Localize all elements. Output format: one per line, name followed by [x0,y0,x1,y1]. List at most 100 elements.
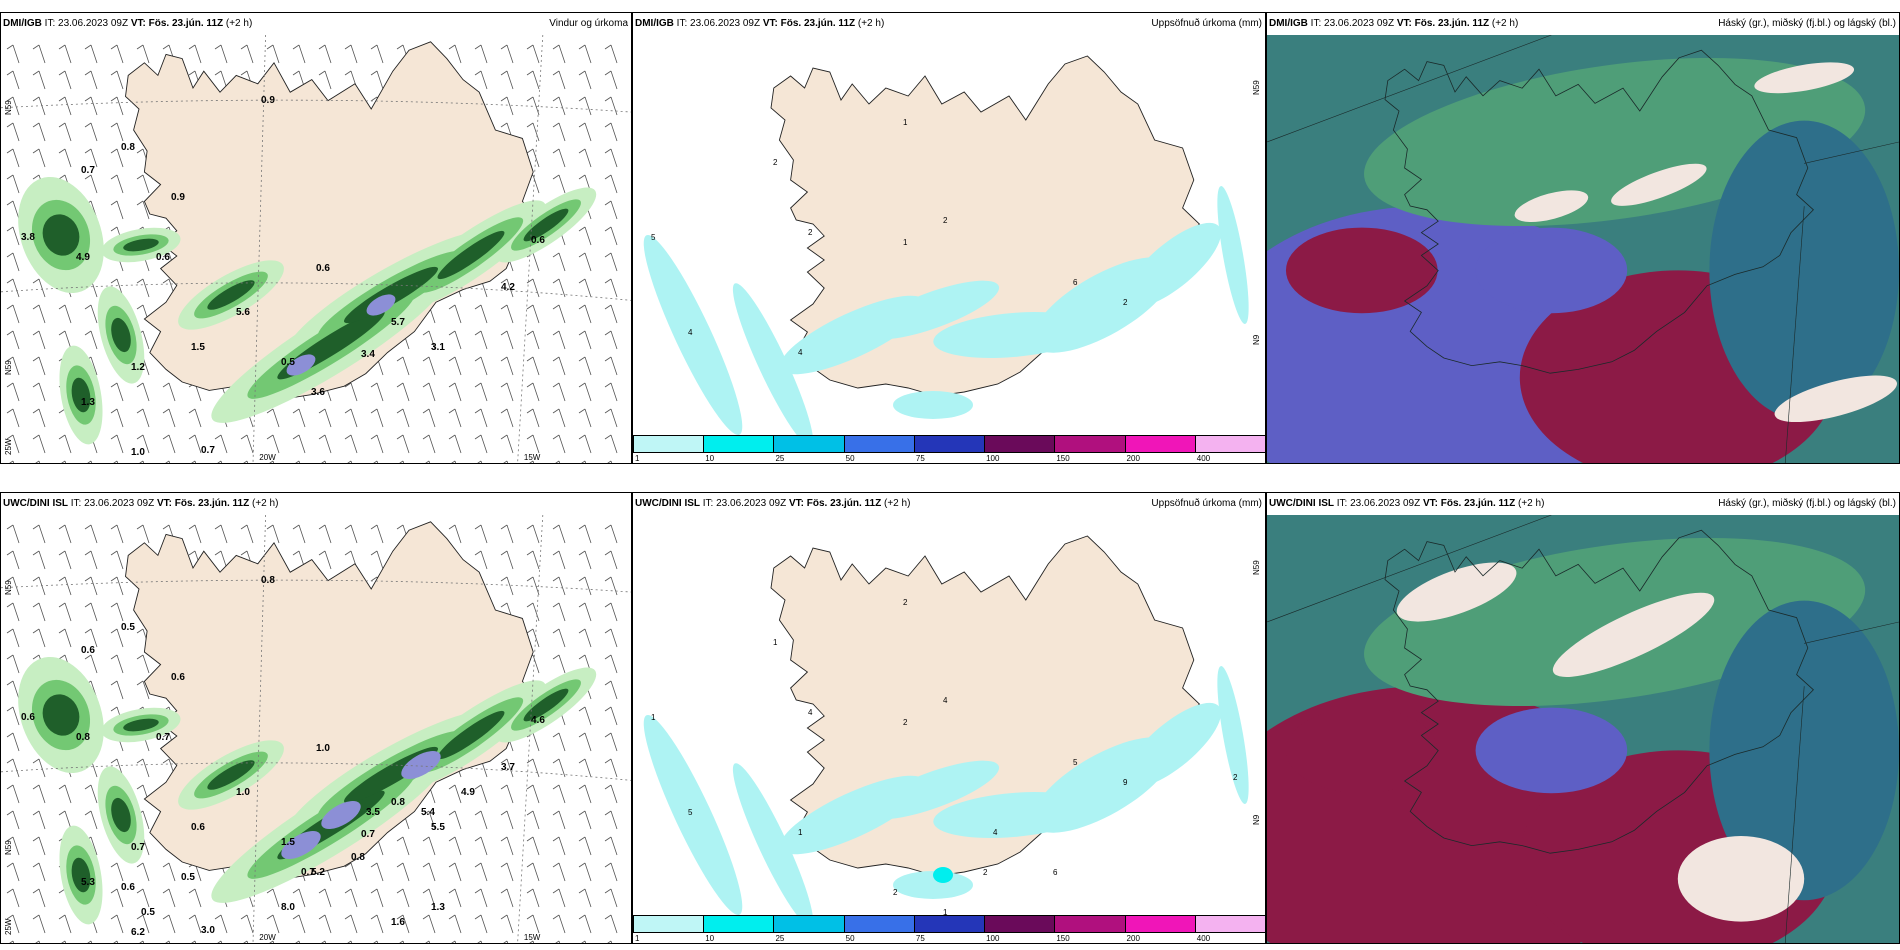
wind-barb [188,888,202,908]
wind-barb [6,200,20,220]
wind-barb [529,460,535,463]
wind-barb [136,524,150,544]
wind-barb [604,174,618,194]
precip-value-label: 1.5 [191,342,205,353]
wind-barb [581,460,587,463]
wind-barb [58,914,72,934]
panel-title: Háský (gr.), miðský (fj.bl.) og lágský (… [1718,498,1896,509]
precip-value-label: 6 [1053,868,1058,877]
wind-barb [6,148,20,168]
wind-barb [6,252,20,272]
wind-barb [552,784,566,804]
colorbar-tick-label: 10 [705,454,715,463]
wind-barb [58,330,72,350]
precip-area [893,391,973,419]
wind-barb [32,330,46,350]
precip-value-label: 1.0 [236,787,250,798]
precip-area-dark [42,694,80,736]
wind-barb [136,200,150,220]
wind-barb [61,940,67,943]
colorbar-tick-label: 1 [635,454,640,463]
wind-barb [578,888,592,908]
precip-value-label: 1 [773,638,778,647]
model-name: DMI/IGB [635,18,674,29]
precip-value-label: 8.0 [281,902,295,913]
wind-barb [344,888,358,908]
wind-barb [422,382,436,402]
wind-barb [448,836,462,856]
wind-barb [604,550,618,570]
wind-barb [526,304,540,324]
wind-barb [136,408,150,428]
wind-barb [448,888,462,908]
colorbar-swatch [984,435,1056,453]
wind-barb [500,330,514,350]
wind-barb [165,940,171,943]
cloud-panel-uwc: UWC/DINI ISL IT: 23.06.2023 09Z VT: Fös.… [1266,492,1900,944]
wind-barb [373,940,379,943]
wind-barb [6,810,20,830]
wind-barb [318,70,332,90]
wind-barb [604,70,618,90]
precip-value-label: 0.6 [156,252,170,263]
map-canvas [1267,35,1899,463]
wind-barb [110,200,124,220]
wind-barb [474,382,488,402]
colorbar-swatch [843,915,915,933]
cloud-zone-low [1285,707,1438,794]
wind-barb [578,706,592,726]
wind-barb [58,148,72,168]
precip-value-label: 0.6 [191,822,205,833]
wind-barb [58,550,72,570]
wind-barb [110,434,124,454]
wind-barb [6,784,20,804]
wind-barb [578,356,592,376]
precip-area-dark [523,208,569,242]
wind-barb [110,96,124,116]
wind-barb [32,278,46,298]
precip-area-dark [71,857,91,893]
wind-barb [58,784,72,804]
wind-barb [58,70,72,90]
wind-barb [448,784,462,804]
precip-area-dark [207,760,255,790]
model-name: DMI/IGB [1269,18,1308,29]
wind-barb [422,914,436,934]
wind-barb [240,44,254,64]
wind-barb [607,940,613,943]
wind-barb [578,758,592,778]
wind-barb [58,96,72,116]
wind-barb [604,862,618,882]
wind-barb [396,408,410,428]
wind-barb [474,434,488,454]
wind-barb [474,408,488,428]
latitude-label: N59 [1252,80,1261,95]
panel-header: UWC/DINI ISL IT: 23.06.2023 09Z VT: Fös.… [633,493,1265,515]
panel-header: DMI/IGB IT: 23.06.2023 09Z VT: Fös. 23.j… [633,13,1265,35]
wind-barb [422,330,436,350]
wind-barb [474,330,488,350]
precip-streak [1217,186,1249,324]
panel-title: Uppsöfnuð úrkoma (mm) [1151,498,1262,509]
precip-area-heavy [933,867,953,883]
precip-value-label: 1.3 [81,397,95,408]
wind-barb [162,382,176,402]
wind-barb [32,70,46,90]
wind-barb [500,836,514,856]
wind-barb [58,576,72,596]
wind-barb [136,382,150,402]
precip-value-label: 5.3 [81,877,95,888]
wind-barb [370,382,384,402]
wind-barb [604,784,618,804]
wind-barb [552,888,566,908]
colorbar-swatch [843,435,915,453]
wind-barb [84,524,98,544]
init-time: 23.06.2023 09Z [84,498,155,509]
wind-barb [344,44,358,64]
wind-barb [139,940,145,943]
lead-time: (+2 h) [884,498,911,509]
wind-barb [474,70,488,90]
wind-barb [552,304,566,324]
precip-value-label: 1.6 [391,917,405,928]
wind-barb [500,278,514,298]
